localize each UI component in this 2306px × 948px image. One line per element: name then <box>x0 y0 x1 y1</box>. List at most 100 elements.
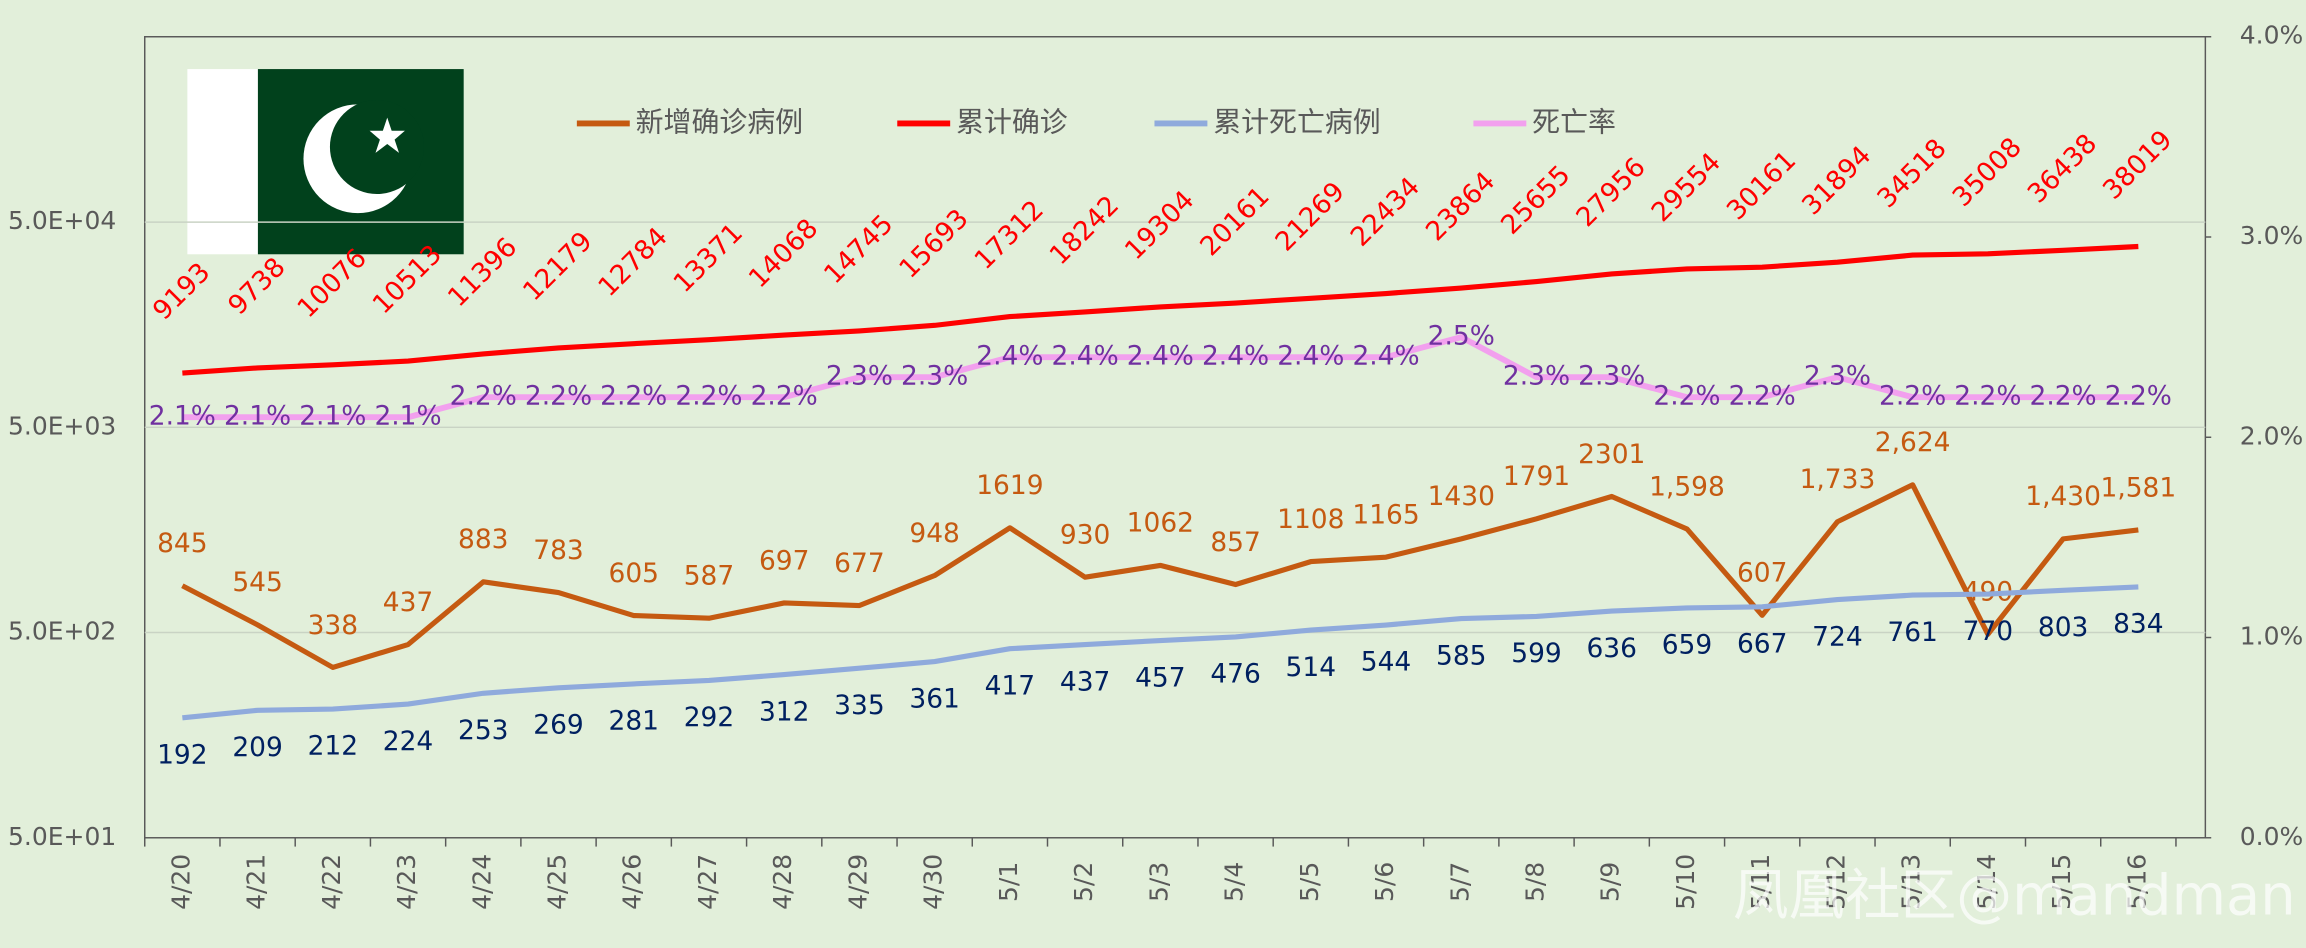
data-label: 783 <box>533 535 583 566</box>
data-label: 1,598 <box>1649 471 1725 502</box>
data-label: 2.4% <box>1127 341 1194 372</box>
data-label: 338 <box>308 610 358 641</box>
data-label: 2.2% <box>2030 381 2097 412</box>
data-label: 1,733 <box>1800 464 1876 495</box>
data-label: 2.2% <box>1653 381 1720 412</box>
data-label: 1,581 <box>2100 472 2176 503</box>
data-label: 212 <box>308 731 358 762</box>
x-tick-label: 4/26 <box>618 854 647 910</box>
x-tick-label: 5/3 <box>1144 862 1173 902</box>
data-label: 361 <box>909 683 959 714</box>
data-label: 292 <box>684 702 734 733</box>
data-label: 1619 <box>976 470 1043 501</box>
data-label: 585 <box>1436 640 1486 671</box>
data-label: 281 <box>609 706 659 737</box>
data-label: 253 <box>458 715 508 746</box>
x-tick-label: 5/9 <box>1596 862 1625 902</box>
x-tick-label: 5/13 <box>1897 854 1926 910</box>
y2-tick-label: 2.0% <box>2240 421 2303 450</box>
data-label: 2,624 <box>1875 427 1951 458</box>
data-label: 224 <box>383 726 433 757</box>
x-tick-label: 5/8 <box>1521 862 1550 902</box>
x-tick-label: 4/25 <box>543 854 572 910</box>
data-label: 192 <box>157 740 207 771</box>
data-label: 2.2% <box>2105 381 2172 412</box>
data-label: 2.2% <box>751 381 818 412</box>
data-label: 605 <box>609 558 659 589</box>
data-label: 2.1% <box>149 401 216 432</box>
data-label: 545 <box>232 567 282 598</box>
data-label: 636 <box>1586 633 1636 664</box>
data-label: 2.2% <box>450 381 517 412</box>
y2-tick-label: 0.0% <box>2240 822 2303 851</box>
x-tick-label: 5/5 <box>1295 862 1324 902</box>
data-label: 2.3% <box>1503 361 1570 392</box>
legend-label: 死亡率 <box>1532 105 1616 138</box>
data-label: 2.4% <box>1052 341 1119 372</box>
y-tick-label: 5.0E+01 <box>8 822 116 851</box>
x-tick-label: 5/4 <box>1220 862 1249 902</box>
y2-tick-label: 1.0% <box>2240 622 2303 651</box>
data-label: 544 <box>1361 647 1411 678</box>
data-label: 2.2% <box>1879 381 1946 412</box>
data-label: 2.3% <box>826 361 893 392</box>
watermark: 凤凰社区@mandman <box>1733 864 2296 929</box>
x-tick-label: 5/1 <box>994 862 1023 902</box>
data-label: 659 <box>1662 630 1712 661</box>
data-label: 2.1% <box>224 401 291 432</box>
data-label: 476 <box>1210 659 1260 690</box>
data-label: 667 <box>1737 629 1787 660</box>
x-tick-label: 5/11 <box>1746 854 1775 910</box>
data-label: 269 <box>533 710 583 741</box>
data-label: 2.3% <box>901 361 968 392</box>
data-label: 883 <box>458 524 508 555</box>
flag <box>187 69 464 255</box>
data-label: 677 <box>834 548 884 579</box>
x-tick-label: 5/15 <box>2047 854 2076 910</box>
x-tick-label: 4/29 <box>843 854 872 910</box>
legend-label: 新增确诊病例 <box>636 105 803 138</box>
y-tick-label: 5.0E+02 <box>8 617 116 646</box>
data-label: 209 <box>232 732 282 763</box>
data-label: 2.1% <box>299 401 366 432</box>
x-tick-label: 5/14 <box>1972 854 2001 910</box>
x-tick-label: 5/7 <box>1445 862 1474 902</box>
x-tick-label: 5/10 <box>1671 854 1700 910</box>
data-label: 2301 <box>1578 439 1645 470</box>
data-label: 2.2% <box>600 381 667 412</box>
data-label: 930 <box>1060 520 1110 551</box>
data-label: 1108 <box>1277 504 1344 535</box>
x-tick-label: 5/2 <box>1069 862 1098 902</box>
star <box>369 117 405 153</box>
data-label: 697 <box>759 545 809 576</box>
y2-tick-label: 4.0% <box>2240 21 2303 50</box>
data-label: 724 <box>1812 621 1862 652</box>
data-label: 834 <box>2113 609 2163 640</box>
legend-label: 累计死亡病例 <box>1213 105 1380 138</box>
data-label: 437 <box>383 587 433 618</box>
data-label: 1165 <box>1352 499 1419 530</box>
x-tick-label: 5/16 <box>2122 854 2151 910</box>
data-label: 1062 <box>1127 508 1194 539</box>
x-tick-label: 4/23 <box>392 854 421 910</box>
data-label: 2.2% <box>1729 381 1796 412</box>
data-label: 599 <box>1511 638 1561 669</box>
data-label: 2.1% <box>374 401 441 432</box>
legend-label: 累计确诊 <box>956 105 1068 138</box>
crescent-inner <box>329 99 424 195</box>
data-label: 761 <box>1887 617 1937 648</box>
x-tick-label: 4/22 <box>317 854 346 910</box>
data-label: 857 <box>1210 527 1260 558</box>
data-label: 2.4% <box>1352 341 1419 372</box>
data-label: 437 <box>1060 666 1110 697</box>
data-label: 2.3% <box>1804 361 1871 392</box>
data-label: 2.2% <box>675 381 742 412</box>
data-label: 2.3% <box>1578 361 1645 392</box>
x-tick-label: 4/24 <box>467 854 496 910</box>
data-label: 607 <box>1737 558 1787 589</box>
x-tick-label: 4/28 <box>768 854 797 910</box>
data-label: 312 <box>759 696 809 727</box>
data-label: 1,430 <box>2025 481 2101 512</box>
x-tick-label: 5/6 <box>1370 862 1399 902</box>
